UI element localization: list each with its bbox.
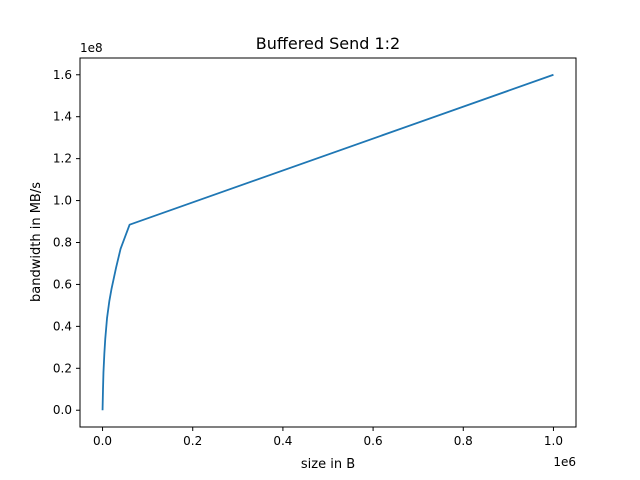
y-tick-label: 1.6 [53, 68, 72, 82]
x-offset-label: 1e6 [553, 455, 576, 469]
y-offset-label: 1e8 [80, 41, 103, 55]
y-tick-label: 1.0 [53, 194, 72, 208]
x-tick-label: 0.4 [273, 434, 292, 448]
x-ticks: 0.0 0.2 0.4 0.6 0.8 1.0 [93, 427, 563, 448]
y-tick-label: 0.6 [53, 277, 72, 291]
plot-marks [101, 73, 554, 411]
series-line-0 [101, 73, 554, 411]
y-axis-label: bandwidth in MB/s [29, 182, 44, 302]
chart-title: Buffered Send 1:2 [256, 34, 400, 53]
y-tick-label: 1.2 [53, 152, 72, 166]
x-axis-label: size in B [301, 457, 355, 472]
x-tick-label: 1.0 [544, 434, 563, 448]
y-tick-label: 0.8 [53, 236, 72, 250]
y-ticks: 0.0 0.2 0.4 0.6 0.8 1.0 1.2 1.4 1.6 [53, 68, 80, 417]
plot-frame [79, 57, 577, 428]
x-tick-label: 0.2 [183, 434, 202, 448]
x-tick-label: 0.6 [364, 434, 383, 448]
x-tick-label: 0.0 [93, 434, 112, 448]
y-tick-label: 0.2 [53, 361, 72, 375]
y-tick-label: 1.4 [53, 110, 72, 124]
x-tick-label: 0.8 [454, 434, 473, 448]
y-tick-label: 0.4 [53, 319, 72, 333]
y-tick-label: 0.0 [53, 403, 72, 417]
